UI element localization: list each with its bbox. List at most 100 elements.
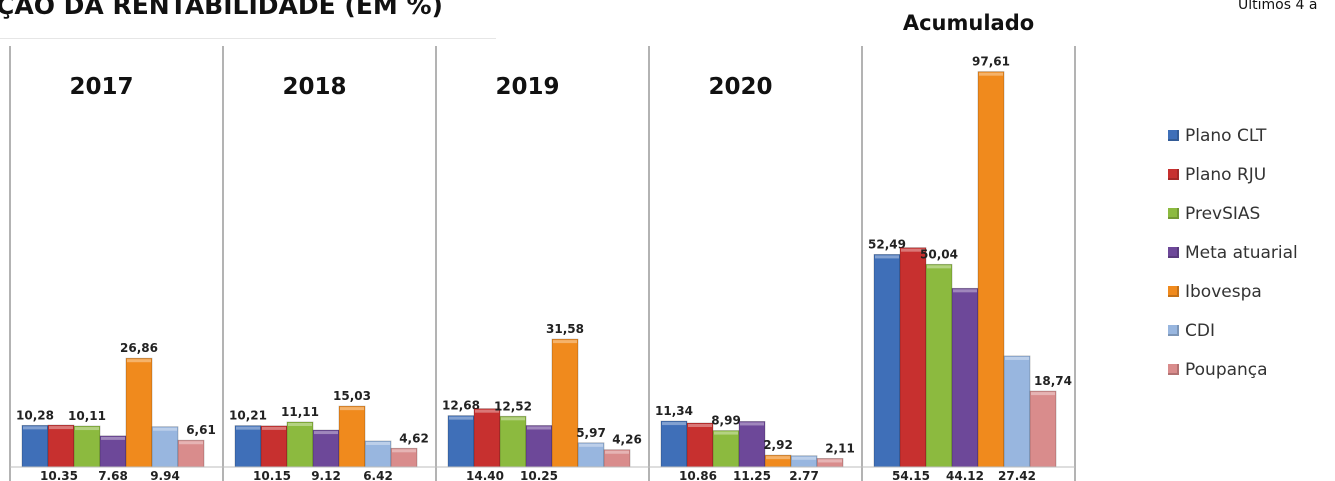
data-label: 10.15 (253, 469, 291, 481)
bar (1003, 355, 1031, 468)
bar-highlight (1031, 392, 1055, 396)
bar-highlight (366, 441, 390, 445)
legend-label-poupanca: Poupança (1185, 359, 1268, 380)
legend-label-plano-clt: Plano CLT (1185, 125, 1267, 146)
data-label: 11,11 (281, 405, 319, 419)
bar-highlight (688, 424, 712, 428)
category-label: 2017 (69, 74, 133, 100)
bar (686, 422, 714, 468)
bar (21, 424, 49, 468)
bar (977, 71, 1005, 468)
data-label: 2.77 (789, 469, 819, 481)
bar (499, 415, 527, 468)
bar (125, 357, 153, 468)
legend: Plano CLT Plano RJU PrevSIAS Meta atuari… (1168, 116, 1335, 389)
bar-highlight (49, 426, 73, 430)
bar (738, 421, 766, 468)
bar-highlight (179, 441, 203, 445)
category-label: Acumulado (903, 11, 1034, 35)
bar-highlight (449, 416, 473, 420)
data-label: 50,04 (920, 247, 958, 261)
data-label: 18,74 (1034, 374, 1072, 388)
bar (525, 425, 553, 468)
data-label: 9.12 (311, 469, 341, 481)
bar (873, 254, 901, 468)
data-label: 4,62 (399, 431, 429, 445)
bar (712, 430, 740, 468)
bar (447, 415, 475, 468)
category-label: 2020 (708, 74, 772, 100)
bar-highlight (23, 426, 47, 430)
data-label: 11.25 (733, 469, 771, 481)
data-label: 10,28 (16, 408, 54, 422)
legend-swatch-cdi (1168, 325, 1179, 336)
data-label: 4,26 (612, 433, 642, 447)
legend-item-meta-atuarial: Meta atuarial (1168, 233, 1335, 272)
bar-highlight (1005, 356, 1029, 360)
data-label: 44.12 (946, 469, 984, 481)
chart-subtitle: Últimos 4 a (1238, 0, 1318, 13)
legend-item-plano-clt: Plano CLT (1168, 116, 1335, 155)
data-label: 97,61 (972, 55, 1010, 69)
bar-highlight (818, 459, 842, 463)
legend-item-plano-rju: Plano RJU (1168, 155, 1335, 194)
chart-title: ÇÃO DA RENTABILIDADE (EM %) (0, 0, 443, 20)
legend-label-meta-atuarial: Meta atuarial (1185, 242, 1298, 263)
data-label: 12,68 (442, 399, 480, 413)
bar-highlight (605, 450, 629, 454)
data-label: 54.15 (892, 469, 930, 481)
data-label: 14.40 (466, 469, 504, 481)
data-label: 8,99 (711, 414, 741, 428)
bar-highlight (766, 456, 790, 460)
bar-highlight (314, 431, 338, 435)
bar-highlight (75, 427, 99, 431)
bar-highlight (953, 289, 977, 293)
data-label: 10,11 (68, 409, 106, 423)
bar-highlight (927, 265, 951, 269)
bar (234, 425, 262, 468)
bar-highlight (527, 426, 551, 430)
data-label: 10,21 (229, 409, 267, 423)
data-label: 6.42 (363, 469, 393, 481)
bar-highlight (262, 426, 286, 430)
legend-swatch-plano-rju (1168, 169, 1179, 180)
data-label: 52,49 (868, 237, 906, 251)
legend-item-poupanca: Poupança (1168, 350, 1335, 389)
bar-highlight (501, 417, 525, 421)
bar-highlight (101, 436, 125, 440)
bar (312, 429, 340, 468)
data-label: 10.86 (679, 469, 717, 481)
bar-highlight (288, 423, 312, 427)
legend-label-cdi: CDI (1185, 320, 1215, 341)
bar-highlight (662, 422, 686, 426)
data-label: 11,34 (655, 404, 693, 418)
data-label: 2,92 (763, 438, 793, 452)
bar (364, 440, 392, 468)
bar (660, 420, 688, 468)
bar-highlight (901, 248, 925, 252)
legend-swatch-prevsias (1168, 208, 1179, 219)
legend-swatch-poupanca (1168, 364, 1179, 375)
bar-highlight (979, 72, 1003, 76)
data-label: 10.25 (520, 469, 558, 481)
data-label: 2,11 (825, 441, 855, 455)
bar-highlight (127, 359, 151, 363)
legend-swatch-plano-clt (1168, 130, 1179, 141)
legend-item-prevsias: PrevSIAS (1168, 194, 1335, 233)
data-label: 15,03 (333, 389, 371, 403)
bar (338, 405, 366, 468)
bar (286, 421, 314, 468)
bar-highlight (236, 426, 260, 430)
data-label: 10.35 (40, 469, 78, 481)
legend-swatch-meta-atuarial (1168, 247, 1179, 258)
data-label: 26,86 (120, 341, 158, 355)
bar (1029, 390, 1057, 468)
bar-highlight (475, 409, 499, 413)
category-label: 2018 (282, 74, 346, 100)
data-label: 27.42 (998, 469, 1036, 481)
bar (925, 263, 953, 468)
category-label: 2019 (495, 74, 559, 100)
legend-item-ibovespa: Ibovespa (1168, 272, 1335, 311)
bar (260, 425, 288, 468)
legend-label-ibovespa: Ibovespa (1185, 281, 1262, 302)
